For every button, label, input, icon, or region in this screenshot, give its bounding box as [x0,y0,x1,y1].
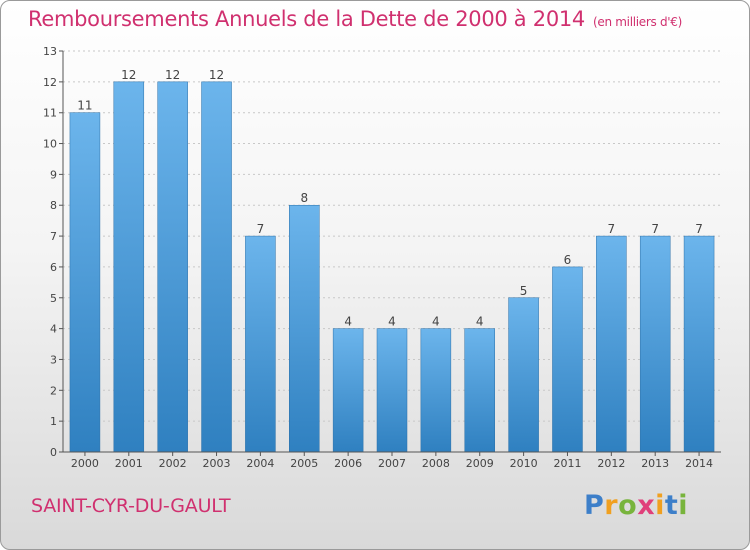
data-label: 7 [695,222,703,236]
y-tick-label: 11 [43,107,57,120]
bar [332,328,364,453]
x-tick-label: 2008 [422,457,450,470]
bar [552,266,583,453]
town-name: SAINT-CYR-DU-GAULT [31,495,231,517]
x-tick-label: 2011 [553,457,581,470]
data-label: 11 [77,99,92,113]
data-label: 4 [388,315,396,329]
data-label: 4 [476,315,484,329]
x-tick-label: 2000 [71,457,99,470]
data-label: 4 [344,315,352,329]
bar [201,81,232,453]
bar [639,235,671,453]
data-label: 6 [564,253,572,267]
y-tick-label: 10 [43,138,57,151]
y-tick-label: 12 [43,76,57,89]
bar [157,81,188,453]
data-label: 12 [209,68,224,82]
bar [289,204,320,453]
x-tick-label: 2014 [685,457,713,470]
x-tick-label: 2009 [466,457,494,470]
bar [464,328,495,453]
chart-title: Remboursements Annuels de la Dette de 20… [28,7,682,31]
logo-letter: o [618,490,638,521]
data-label: 8 [300,191,308,205]
logo-letter: P [584,490,605,521]
bar [376,328,408,453]
data-labels: 11 12 12 12 7 8 4 4 4 4 5 6 7 7 7 [77,68,703,329]
x-tick-label: 2001 [115,457,143,470]
logo-letter: i [655,490,665,521]
logo-letter: x [637,490,656,521]
y-tick-label: 3 [50,353,57,366]
logo-letter: r [604,490,619,521]
y-tick-label: 2 [50,384,57,397]
data-label: 4 [432,315,440,329]
data-label: 7 [257,222,265,236]
y-tick-label: 6 [50,261,57,274]
y-tick-label: 4 [50,323,57,336]
bar [683,235,715,453]
x-tick-label: 2013 [641,457,669,470]
data-label: 7 [608,222,616,236]
y-tick-label: 1 [50,415,57,428]
title-text: Remboursements Annuels de la Dette de 20… [28,7,585,31]
bars [69,81,715,453]
data-label: 7 [651,222,659,236]
x-tick-label: 2006 [334,457,362,470]
y-tick-label: 13 [43,45,57,58]
y-tick-label: 8 [50,199,57,212]
x-tick-label: 2004 [246,457,274,470]
bar [420,328,452,453]
bar [596,235,627,453]
x-tick-label: 2002 [159,457,187,470]
y-tick-label: 9 [50,168,57,181]
x-tick-label: 2003 [203,457,231,470]
y-tick-label: 5 [50,292,57,305]
x-tick-label: 2005 [290,457,318,470]
bar [113,81,145,453]
data-label: 5 [520,284,528,298]
bar [69,112,101,453]
x-tick-label: 2007 [378,457,406,470]
x-tick-label: 2010 [510,457,538,470]
bar [508,297,539,453]
x-tick-label: 2012 [597,457,625,470]
unit-label: (en milliers d'€) [593,15,683,29]
bar [245,235,276,453]
y-tick-label: 0 [50,446,57,459]
logo-letter: i [678,490,689,521]
logo-letter: t [664,490,679,521]
data-label: 12 [121,68,136,82]
data-label: 12 [165,68,180,82]
proxiti-logo[interactable]: Proxiti [584,490,688,521]
y-tick-label: 7 [50,230,57,243]
